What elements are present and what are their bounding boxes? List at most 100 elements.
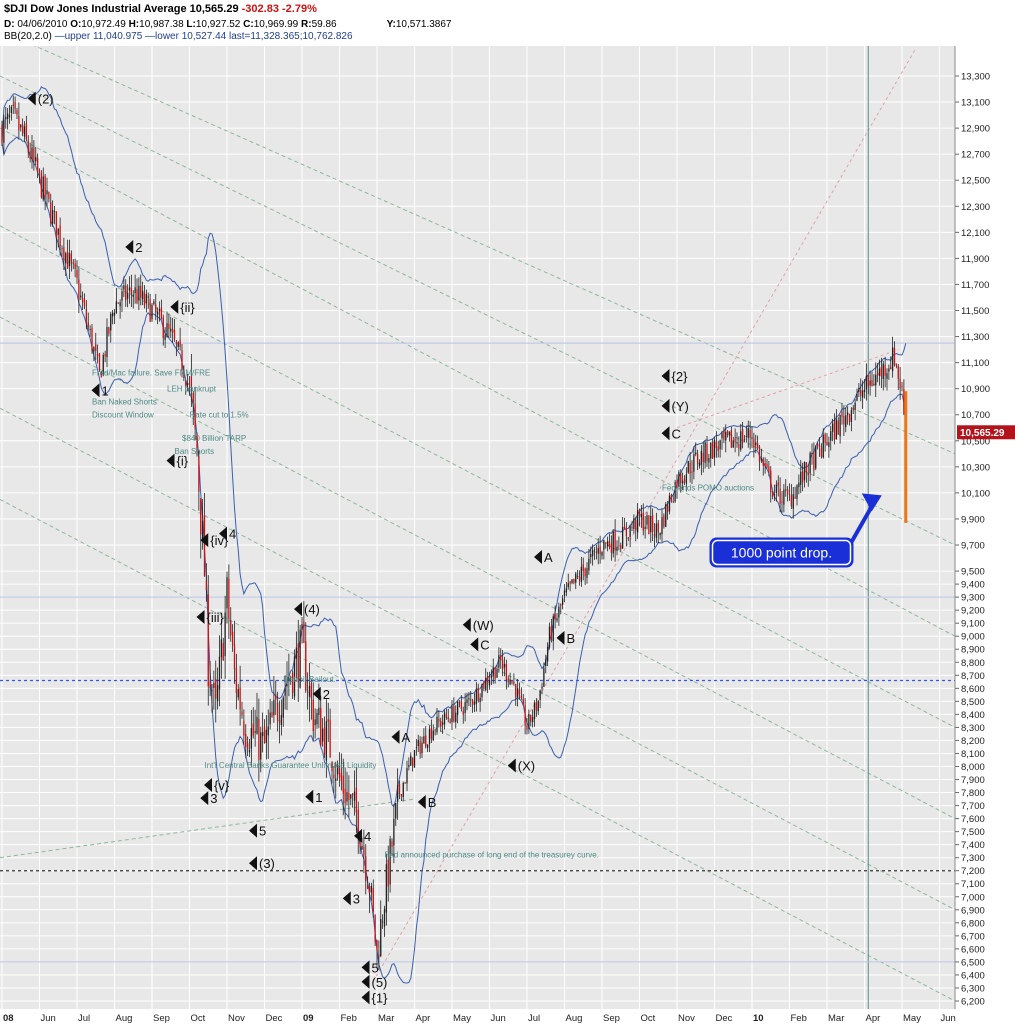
candle-body xyxy=(246,743,249,749)
candle-body xyxy=(683,478,686,482)
candle-body xyxy=(873,383,875,385)
event-note: Discount Window xyxy=(92,410,154,419)
candle-body xyxy=(730,430,733,448)
candle-body xyxy=(261,731,264,737)
candle-body xyxy=(713,439,716,458)
candle-body xyxy=(541,686,543,689)
candle-body xyxy=(393,818,395,846)
price-tick-label: 9,400 xyxy=(961,580,985,591)
candle-body xyxy=(736,442,738,444)
candle-body xyxy=(852,408,854,411)
candle-body xyxy=(385,864,388,913)
candle-body xyxy=(507,678,509,683)
candle-body xyxy=(383,908,386,927)
candle-body xyxy=(612,531,614,554)
event-note: $840 Billion TARP xyxy=(182,434,246,443)
candle-body xyxy=(830,431,832,441)
wave-marker xyxy=(166,453,175,468)
candle-body xyxy=(119,302,121,307)
candle-body xyxy=(861,390,864,398)
bb-label: BB(20,2.0) xyxy=(4,31,52,42)
candle-body xyxy=(597,548,599,554)
candle-body xyxy=(796,485,798,499)
candle-body xyxy=(700,450,703,465)
date-tick-label: Apr xyxy=(866,1013,881,1024)
candle-body xyxy=(863,389,866,393)
wave-marker xyxy=(170,299,179,314)
candle-body xyxy=(70,253,73,262)
date-axis: 08 Jun Jul Aug Sep Oct Nov Dec 09 Feb Mar Apr May Jun… xyxy=(3,1013,956,1024)
candle-body xyxy=(676,480,678,488)
candle-body xyxy=(903,388,905,415)
wave-label: C xyxy=(480,637,489,652)
date-tick-label: Sep xyxy=(603,1013,620,1024)
candle-body xyxy=(691,471,693,473)
price-tick-label: 8,000 xyxy=(961,762,985,773)
candle-body xyxy=(565,588,568,593)
candle-body xyxy=(233,644,236,670)
candle-body xyxy=(805,462,808,473)
price-tick-label: 8,400 xyxy=(961,710,985,721)
candle-body xyxy=(576,575,579,577)
wave-marker xyxy=(507,758,516,773)
candle-body xyxy=(477,687,479,701)
candle-body xyxy=(636,510,639,533)
wave-label: B xyxy=(567,631,576,646)
candle-body xyxy=(706,443,708,462)
candle-body xyxy=(171,329,174,333)
candle-body xyxy=(505,663,508,681)
annotation-box xyxy=(711,539,852,566)
candle-body xyxy=(164,335,166,340)
candle-body xyxy=(726,431,729,435)
candle-body xyxy=(471,700,474,705)
candle-body xyxy=(267,726,269,736)
candle-body xyxy=(621,526,624,549)
annotation-arrowhead xyxy=(861,493,882,512)
candle-body xyxy=(327,719,329,722)
candle-body xyxy=(858,388,860,393)
candle-body xyxy=(63,247,65,261)
candle-body xyxy=(567,583,569,588)
candle-body xyxy=(269,712,271,725)
candle-body xyxy=(342,775,344,794)
date-tick-label: Nov xyxy=(228,1013,245,1024)
candle-body xyxy=(740,431,742,450)
candle-body xyxy=(738,443,740,449)
price-tick-label: 6,300 xyxy=(961,983,985,994)
candle-body xyxy=(85,308,88,323)
candle-body xyxy=(651,515,654,532)
candle-body xyxy=(31,147,33,160)
candle-body xyxy=(115,301,118,313)
annotation: 1000 point drop. xyxy=(709,493,882,568)
candle-body xyxy=(231,631,234,646)
date-tick-label: Apr xyxy=(416,1013,431,1024)
event-note: Detroit Bailout. xyxy=(283,675,335,684)
candle-body xyxy=(831,423,834,432)
candle-body xyxy=(475,688,478,704)
candle-body xyxy=(8,115,11,117)
price-tick-label: 12,500 xyxy=(961,176,990,187)
date-tick-label: Jul xyxy=(528,1013,540,1024)
candle-body xyxy=(710,442,712,459)
wave-label: (W) xyxy=(473,618,494,633)
candle-body xyxy=(111,312,114,317)
candle-body xyxy=(546,647,549,662)
price-chart[interactable]: Fred/Mac failure. Save FNM/FRE LEH bankru… xyxy=(0,46,1015,1024)
price-tick-label: 7,800 xyxy=(961,788,985,799)
candle-body xyxy=(500,655,502,661)
candle-body xyxy=(668,495,671,512)
candle-body xyxy=(438,718,440,722)
date-tick-label: May xyxy=(903,1013,921,1024)
candle-body xyxy=(850,410,853,422)
candle-body xyxy=(72,262,74,264)
candle-body xyxy=(606,541,609,547)
candle-body xyxy=(876,372,879,376)
range-value: 59.86 xyxy=(311,19,337,30)
candle-body xyxy=(51,209,54,224)
open-value: 10,972.49 xyxy=(81,19,126,30)
candle-body xyxy=(815,445,817,469)
candle-body xyxy=(87,322,89,327)
candle-body xyxy=(6,113,9,119)
candle-body xyxy=(153,301,155,305)
candle-body xyxy=(458,701,461,703)
